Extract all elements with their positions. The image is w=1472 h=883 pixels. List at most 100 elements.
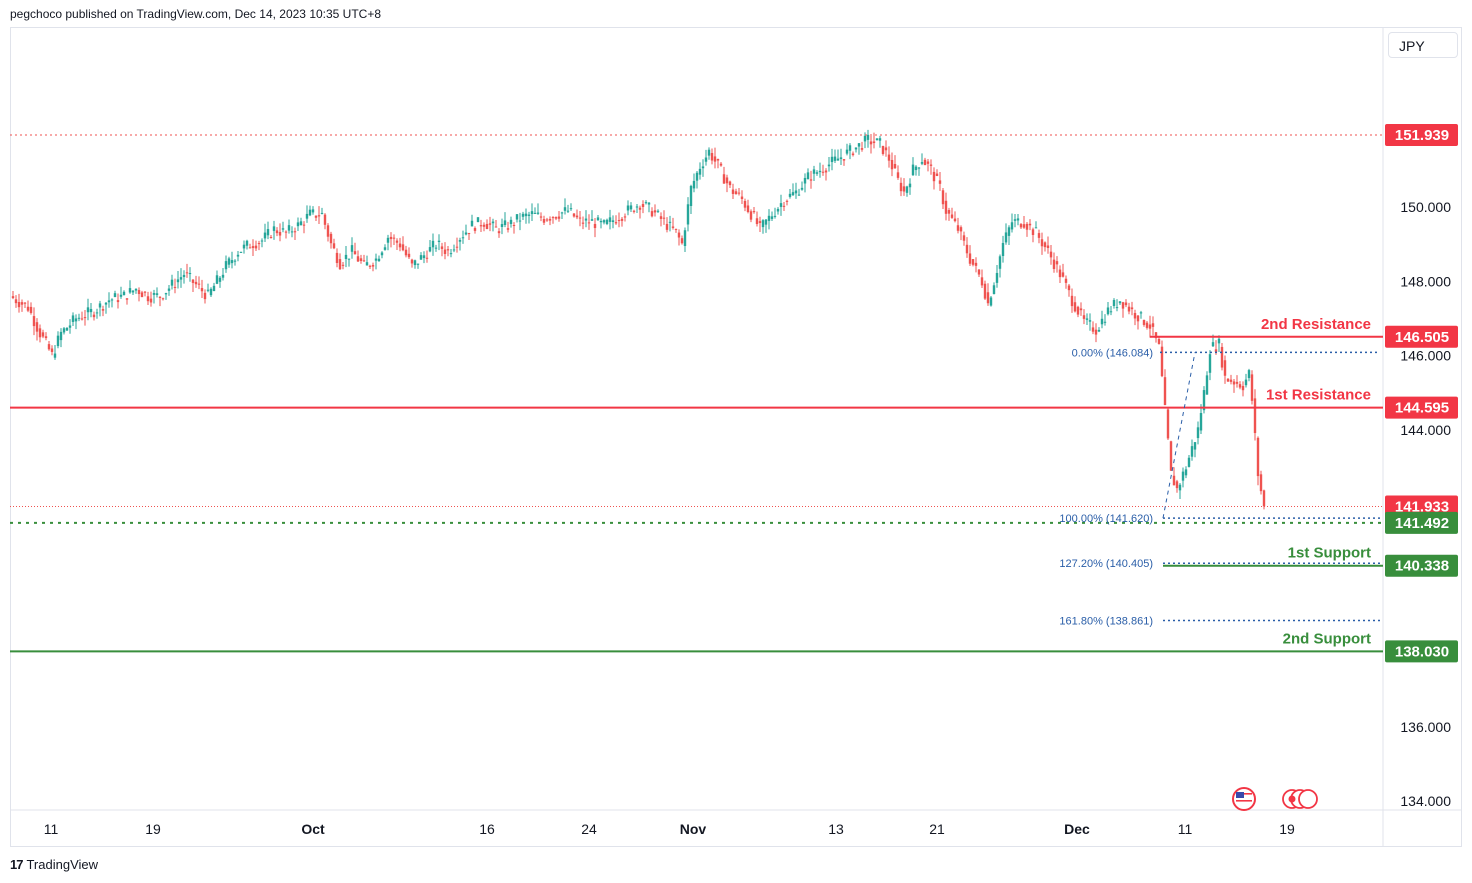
candle-body (1220, 346, 1224, 368)
candle-body (350, 245, 354, 252)
candle-body (986, 292, 990, 304)
candle-body (575, 215, 579, 218)
candle-body (947, 210, 951, 214)
candle-body (851, 153, 855, 156)
candle-body (491, 221, 495, 224)
candle-body (824, 170, 828, 173)
candle-body (284, 231, 288, 233)
candle-body (977, 269, 981, 275)
level-badge (1385, 640, 1458, 663)
candle-body (677, 232, 681, 238)
candle-body (386, 237, 390, 243)
candle-body (95, 312, 99, 314)
candle-body (362, 260, 366, 262)
candle-body (131, 290, 135, 293)
candle-body (143, 291, 147, 293)
candle-body (926, 161, 930, 164)
candle-body (623, 216, 627, 218)
candle-body (593, 223, 597, 229)
candle-body (479, 225, 483, 227)
candle-body (548, 218, 552, 221)
candle-body (791, 192, 795, 196)
candle-body (458, 239, 462, 242)
candle-body (1127, 306, 1131, 312)
candle-body (80, 318, 84, 320)
candle-body (1040, 239, 1044, 247)
us-flag-icon[interactable] (1232, 787, 1256, 811)
candle-body (230, 260, 234, 264)
currency-selector[interactable]: JPY (1388, 32, 1458, 58)
candle-body (209, 288, 213, 296)
candle-body (398, 243, 402, 248)
candle-body (245, 240, 249, 246)
candle-body (200, 288, 204, 292)
candle-body (767, 215, 771, 221)
candle-body (296, 222, 300, 227)
candle-body (482, 224, 486, 227)
candle-body (656, 210, 660, 212)
candle-body (1181, 471, 1185, 481)
candle-body (488, 223, 492, 225)
candle-body (650, 211, 654, 217)
candle-body (998, 256, 1002, 269)
candle-body (1070, 295, 1074, 307)
candle-body (428, 247, 432, 252)
candle-body (542, 219, 546, 223)
candle-body (1091, 327, 1095, 332)
candle-body (899, 182, 903, 192)
y-tick-label: 148.000 (1400, 273, 1451, 289)
x-tick-label: 13 (828, 821, 844, 837)
candle-body (338, 259, 342, 270)
candle-body (737, 192, 741, 194)
chart-frame[interactable] (10, 27, 1462, 847)
candle-body (731, 189, 735, 194)
candle-body (692, 180, 696, 189)
candle-body (539, 216, 543, 218)
candle-body (1010, 222, 1014, 230)
level-name-label: 1st Resistance (1266, 387, 1371, 404)
candle-body (968, 253, 972, 264)
candle-body (158, 296, 162, 298)
candle-body (1244, 379, 1248, 386)
candle-body (128, 288, 132, 293)
candle-body (962, 235, 966, 241)
candle-body (1136, 315, 1140, 322)
candle-body (1022, 224, 1026, 228)
candle-body (62, 328, 66, 333)
candle-body (722, 174, 726, 184)
candle-body (1055, 261, 1059, 265)
candle-body (959, 227, 963, 232)
candle-body (869, 141, 873, 145)
candle-body (275, 230, 279, 234)
candle-body (671, 226, 675, 228)
candle-body (782, 205, 786, 207)
candle-body (872, 141, 876, 143)
level-price-label: 144.595 (1395, 400, 1449, 417)
candle-body (272, 226, 276, 231)
x-tick-label: Nov (680, 821, 707, 837)
fib-label: 161.80% (138.861) (1059, 616, 1153, 628)
candle-body (116, 300, 120, 303)
candle-body (1205, 375, 1209, 395)
candle-body (221, 274, 225, 278)
candle-body (830, 156, 834, 163)
candle-body (725, 177, 729, 184)
candle-body (98, 303, 102, 308)
candle-body (701, 166, 705, 169)
footer: 17 TradingView (10, 857, 98, 872)
candle-body (662, 217, 666, 219)
candle-body (353, 251, 357, 255)
candle-body (776, 208, 780, 212)
candle-body (557, 216, 561, 219)
candle-body (302, 224, 306, 226)
candle-body (917, 167, 921, 169)
candle-body (863, 135, 867, 142)
economic-events-icon[interactable] (1282, 789, 1318, 809)
candle-body (122, 291, 126, 296)
candle-body (1160, 346, 1164, 377)
candle-body (836, 158, 840, 161)
candle-body (392, 237, 396, 239)
candle-body (332, 243, 336, 249)
candle-body (989, 297, 993, 306)
